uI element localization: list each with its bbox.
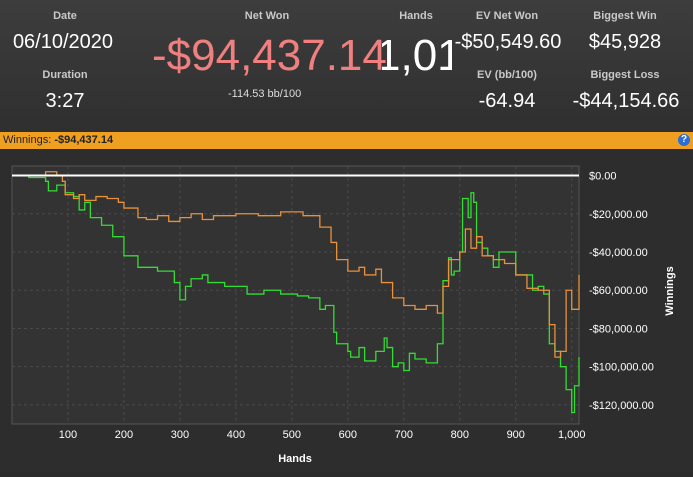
ev-net-won-value: -$50,549.60 [454, 31, 562, 53]
y-tick-label: -$120,000.00 [589, 400, 654, 412]
net-won-bb100: -114.53 bb/100 [228, 88, 302, 100]
biggest-loss-value: -$44,154.66 [572, 90, 680, 112]
y-axis-label: Winnings [664, 266, 676, 315]
x-tick-label: 300 [171, 429, 189, 441]
help-icon[interactable]: ? [678, 134, 690, 146]
y-tick-label: $0.00 [589, 171, 617, 183]
y-tick-label: -$20,000.00 [589, 209, 648, 221]
x-tick-label: 800 [451, 429, 469, 441]
x-tick-label: 600 [339, 429, 357, 441]
ev-net-won-label: EV Net Won [475, 10, 539, 22]
x-tick-label: 700 [395, 429, 413, 441]
winnings-bar-label: Winnings: [3, 134, 52, 146]
date-label: Date [53, 10, 77, 22]
biggest-win-label: Biggest Win [593, 10, 657, 22]
series-line-1 [12, 171, 580, 358]
stats-panel: Date 06/10/2020 Duration 3:27 Net Won -$… [0, 0, 693, 132]
hands-label: Hands [399, 10, 433, 22]
ev-bb-value: -64.94 [478, 90, 536, 112]
plot-area [11, 165, 580, 425]
net-won-label: Net Won [244, 10, 290, 22]
y-axis-ticks: $0.00 -$20,000.00 -$40,000.00 -$60,000.00 -$… [589, 171, 654, 412]
x-tick-label: 400 [227, 429, 245, 441]
winnings-bar-text: Winnings: -$94,437.14 [3, 134, 113, 146]
x-axis-label: Hands [278, 453, 312, 465]
y-tick-label: -$60,000.00 [589, 285, 648, 297]
biggest-loss-label: Biggest Loss [590, 69, 660, 81]
x-tick-label: 900 [507, 429, 525, 441]
winnings-bar: Winnings: -$94,437.14 ? [0, 132, 693, 149]
biggest-win-value: $45,928 [588, 31, 662, 53]
hands-clip: 1,013 [382, 28, 452, 86]
chart-svg: $0.00 -$20,000.00 -$40,000.00 -$60,000.00 -$… [11, 165, 676, 465]
y-tick-label: -$80,000.00 [589, 323, 648, 335]
x-axis-ticks: 100 200 300 400 500 600 700 800 900 1,000 [59, 429, 586, 441]
date-value: 06/10/2020 [12, 31, 114, 53]
hands-value: 1,013 [382, 31, 452, 80]
ev-bb-label: EV (bb/100) [477, 69, 537, 81]
winnings-chart: $0.00 -$20,000.00 -$40,000.00 -$60,000.00 -$… [0, 149, 693, 472]
y-tick-label: -$100,000.00 [589, 362, 654, 374]
winnings-bar-value: -$94,437.14 [54, 134, 114, 146]
duration-label: Duration [42, 69, 88, 81]
duration-value: 3:27 [45, 90, 85, 112]
y-tick-label: -$40,000.00 [589, 247, 648, 259]
series-group [12, 171, 580, 414]
x-tick-label: 1,000 [558, 429, 586, 441]
x-tick-label: 500 [283, 429, 301, 441]
x-tick-label: 100 [59, 429, 77, 441]
series-line-0 [12, 174, 580, 414]
net-won-value: -$94,437.14 [152, 31, 387, 80]
x-tick-label: 200 [115, 429, 133, 441]
